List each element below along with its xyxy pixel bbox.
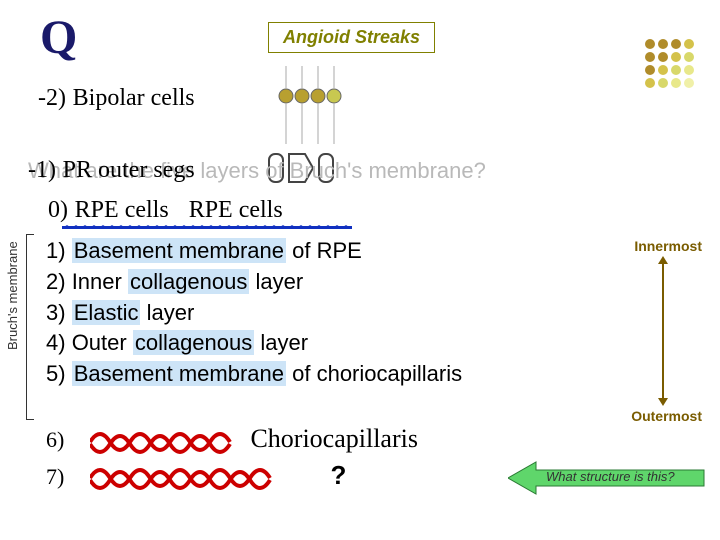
callout-arrow: What structure is this? [508, 458, 708, 498]
layer-hl: Basement membrane [72, 361, 286, 386]
line-6-num: 6) [46, 427, 64, 452]
layer-row: 5) Basement membrane of choriocapillaris [46, 359, 462, 390]
innermost-label: Innermost [634, 238, 702, 254]
layer-hl: Basement membrane [72, 238, 286, 263]
inner-outer-arrow [662, 262, 664, 400]
line-minus2: -2) Bipolar cells [38, 84, 195, 112]
line-minus1: -1) PR outer segs [28, 156, 195, 184]
line-7: 7) ? [46, 460, 346, 491]
bracket-line [26, 234, 34, 420]
title-box: Angioid Streaks [268, 22, 435, 53]
layer-row: 2) Inner collagenous layer [46, 267, 462, 298]
line-minus1-num: -1) [28, 157, 56, 183]
line-zero-text-b: RPE cells [189, 197, 283, 223]
layer-row: 1) Basement membrane of RPE [46, 236, 462, 267]
layer-list: 1) Basement membrane of RPE2) Inner coll… [46, 236, 462, 390]
layer-post: of RPE [286, 238, 362, 263]
line-6-text: Choriocapillaris [250, 424, 418, 453]
line-7-num: 7) [46, 464, 64, 489]
layer-num: 5) [46, 361, 72, 386]
line-zero-text-a: RPE cells [75, 197, 169, 223]
layer-hl: collagenous [133, 330, 254, 355]
rpe-underline [62, 226, 352, 229]
layer-post: layer [140, 300, 194, 325]
line-7-text: ? [330, 460, 346, 490]
line-minus2-num: -2) [38, 85, 66, 111]
q-letter: Q [40, 10, 77, 65]
layer-row: 3) Elastic layer [46, 298, 462, 329]
line-zero: 0) RPE cells RPE cells [48, 196, 283, 224]
layer-hl: collagenous [128, 269, 249, 294]
callout-text: What structure is this? [546, 469, 675, 484]
layer-num: 2) [46, 269, 72, 294]
layer-pre: Inner [72, 269, 128, 294]
layer-hl: Elastic [72, 300, 141, 325]
line-6: 6) Choriocapillaris [46, 424, 418, 454]
line-minus2-text: Bipolar cells [73, 85, 195, 111]
outermost-label: Outermost [631, 408, 702, 424]
layer-post: of choriocapillaris [286, 361, 462, 386]
line-zero-num: 0) [48, 197, 68, 223]
bipolar-cells-diagram [276, 66, 356, 146]
layer-num: 1) [46, 238, 72, 263]
layer-post: layer [254, 330, 308, 355]
bracket-label: Bruch's membrane [5, 241, 20, 350]
layer-num: 4) [46, 330, 72, 355]
layer-pre: Outer [72, 330, 133, 355]
layer-row: 4) Outer collagenous layer [46, 328, 462, 359]
layer-post: layer [249, 269, 303, 294]
layer-num: 3) [46, 300, 72, 325]
dot-logo [642, 36, 706, 100]
line-minus1-text: PR outer segs [63, 157, 195, 183]
